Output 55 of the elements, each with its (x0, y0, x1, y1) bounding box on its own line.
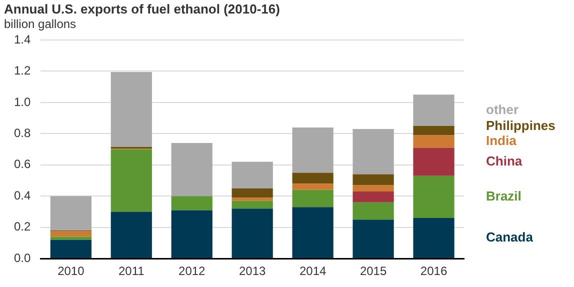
chart-title: Annual U.S. exports of fuel ethanol (2010-16) (4, 1, 280, 16)
x-tick-label: 2015 (360, 264, 387, 278)
bar (413, 135, 454, 148)
bar (292, 127, 334, 173)
bar (171, 210, 212, 258)
x-tick-label: 2013 (238, 264, 266, 278)
bar (232, 200, 273, 209)
bar (352, 174, 394, 186)
x-tick-label: 2016 (420, 264, 448, 278)
bar (292, 184, 334, 190)
y-tick-label: 0.2 (14, 220, 31, 234)
text: other (486, 102, 518, 117)
x-tick-label: 2010 (58, 264, 85, 278)
bar (413, 126, 454, 136)
bar (50, 196, 92, 230)
bar (413, 218, 454, 258)
y-tick-label: 0.4 (14, 188, 31, 202)
x-tick-label: 2014 (299, 264, 326, 278)
bar (110, 72, 152, 147)
bar (232, 198, 273, 201)
text: Canada (486, 230, 534, 245)
bar (413, 176, 454, 218)
bar (50, 236, 92, 240)
chart-subtitle: billion gallons (4, 17, 76, 32)
bar (352, 202, 394, 220)
bar (50, 231, 92, 237)
bar (171, 143, 212, 196)
text: Brazil (486, 188, 522, 204)
bar (352, 185, 394, 192)
bar (232, 208, 273, 258)
bar (292, 172, 334, 184)
bar (413, 148, 454, 176)
y-tick-label: 1.2 (14, 64, 31, 78)
text: China (486, 153, 523, 168)
text: India (486, 133, 518, 148)
y-tick-label: 0.0 (14, 250, 31, 265)
bar (232, 162, 273, 188)
bar (232, 188, 273, 198)
y-tick-label: 0.6 (14, 157, 31, 172)
x-tick-label: 2012 (178, 264, 206, 278)
bar (110, 149, 152, 212)
bar (352, 220, 394, 258)
bar (352, 191, 394, 202)
y-tick-label: 0.8 (14, 126, 31, 140)
bar (352, 129, 394, 174)
bar (50, 240, 92, 258)
bar (171, 196, 212, 210)
bar (292, 190, 334, 208)
bar (110, 212, 152, 258)
y-tick-label: 1.4 (14, 32, 31, 46)
bar (292, 207, 334, 258)
text: Philippines (486, 118, 556, 134)
x-tick-label: 2011 (118, 264, 145, 278)
bar (413, 94, 454, 126)
y-tick-label: 1.0 (14, 94, 31, 109)
